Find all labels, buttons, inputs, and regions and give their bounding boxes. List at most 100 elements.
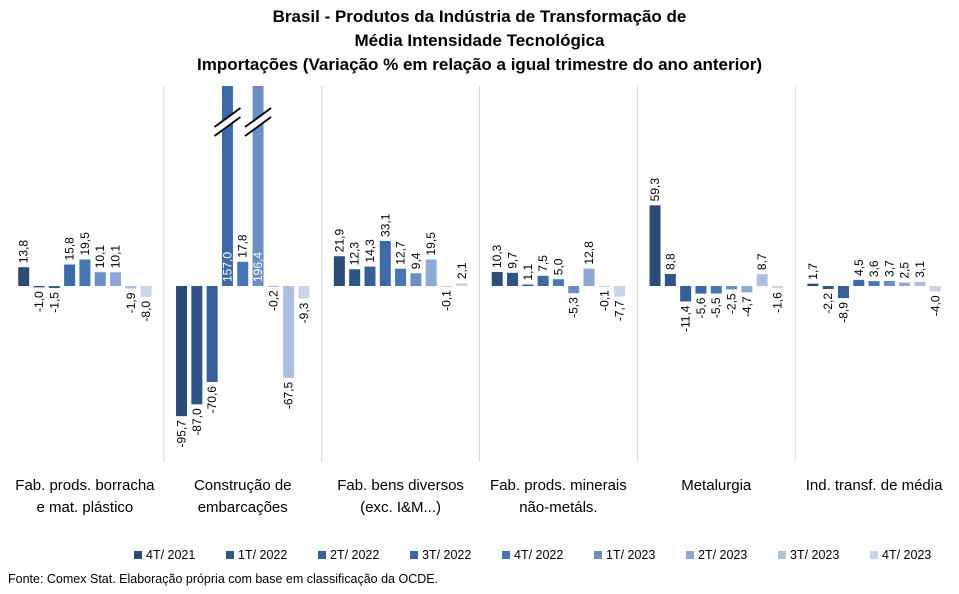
bar: [741, 286, 753, 293]
axis-break-mark: [244, 107, 272, 128]
data-label: -1,9: [124, 292, 138, 313]
data-label: 19,5: [78, 232, 92, 256]
bar: [491, 271, 503, 286]
legend-label: 2T/ 2022: [330, 548, 379, 562]
bar: [48, 286, 60, 289]
data-label: -5,5: [709, 297, 723, 318]
bar: [410, 273, 422, 286]
bar: [583, 268, 595, 286]
data-label: 2,1: [455, 262, 469, 279]
bar: [914, 281, 926, 286]
legend-label: 4T/ 2023: [882, 548, 931, 562]
legend-label: 4T/ 2021: [146, 548, 195, 562]
data-label: 7,5: [536, 255, 550, 272]
data-label: 12,7: [394, 241, 408, 265]
legend-label: 3T/ 2022: [422, 548, 471, 562]
bar: [333, 256, 345, 286]
data-label: -67,5: [282, 381, 296, 409]
bar: [680, 286, 692, 302]
bar: [598, 286, 610, 287]
data-label: -0,2: [266, 290, 280, 311]
legend-swatch: [502, 551, 510, 559]
bar: [568, 286, 580, 294]
bar: [64, 264, 76, 286]
data-label: 8,8: [663, 253, 677, 270]
chart-title-line-2: Média Intensidade Tecnológica: [354, 31, 605, 50]
legend-swatch: [870, 551, 878, 559]
bar: [822, 286, 834, 289]
legend-swatch: [594, 551, 602, 559]
data-label: -9,3: [297, 302, 311, 323]
source-note: Fonte: Comex Stat. Elaboração própria co…: [8, 572, 439, 586]
bar: [191, 286, 203, 405]
legend-swatch: [686, 551, 694, 559]
bar: [456, 283, 468, 286]
bar: [837, 286, 849, 299]
category-label: (exc. I&M...): [360, 499, 441, 516]
data-label: 4,5: [852, 259, 866, 276]
bar: [522, 284, 534, 286]
axis-break-mark: [243, 110, 273, 135]
bar: [695, 286, 707, 294]
legend-swatch: [226, 551, 234, 559]
data-label: -1,6: [770, 292, 784, 313]
legend-label: 4T/ 2022: [514, 548, 563, 562]
axis-break-mark: [212, 110, 243, 135]
data-label: 9,7: [506, 252, 520, 269]
bar: [710, 286, 722, 294]
bar: [176, 286, 188, 417]
bar: [94, 272, 106, 286]
category-label: Metalurgia: [681, 477, 752, 494]
data-label: 9,4: [409, 252, 423, 269]
data-label: 10,1: [93, 245, 107, 269]
legend-swatch: [410, 551, 418, 559]
legend-swatch: [134, 551, 142, 559]
bar: [929, 286, 941, 292]
bar: [395, 268, 407, 286]
bar: [349, 269, 361, 286]
data-label: 3,6: [867, 260, 881, 277]
bar: [756, 274, 768, 286]
category-label: Fab. prods. borracha: [15, 477, 155, 494]
bar: [726, 286, 738, 290]
bar: [140, 286, 152, 297]
data-label: 59,3: [648, 178, 662, 202]
data-label: 10,3: [490, 244, 504, 268]
data-label: -70,6: [205, 386, 219, 414]
legend-label: 1T/ 2022: [238, 548, 287, 562]
category-label: embarcações: [198, 499, 288, 516]
bar: [79, 259, 91, 286]
data-label: 15,8: [63, 237, 77, 261]
data-label: -7,7: [613, 300, 627, 321]
data-label: -5,6: [694, 297, 708, 318]
legend-label: 2T/ 2023: [698, 548, 747, 562]
bar: [364, 266, 376, 286]
bar: [552, 279, 564, 286]
bar: [379, 240, 391, 286]
data-label: 14,3: [363, 239, 377, 263]
bar: [221, 86, 233, 286]
axis-break-mark: [213, 116, 241, 137]
data-label: 3,7: [882, 260, 896, 277]
bar: [298, 286, 310, 299]
category-label: Fab. prods. minerais: [490, 477, 627, 494]
data-label: 12,8: [582, 241, 596, 265]
legend-label: 3T/ 2023: [790, 548, 839, 562]
legend-swatch: [778, 551, 786, 559]
bar: [252, 86, 264, 286]
bar: [899, 282, 911, 286]
bar: [883, 280, 895, 286]
data-label: -95,7: [175, 420, 189, 448]
data-label: -2,2: [821, 293, 835, 314]
bar: [614, 286, 626, 297]
data-label: 10,1: [109, 245, 123, 269]
bar: [868, 281, 880, 286]
bar: [853, 279, 865, 286]
bar: [283, 286, 295, 378]
data-label: -2,5: [725, 293, 739, 314]
chart-title-line-3: Importações (Variação % em relação a igu…: [197, 55, 762, 74]
bar: [18, 267, 30, 286]
bar: [649, 205, 661, 286]
bar: [206, 286, 218, 383]
